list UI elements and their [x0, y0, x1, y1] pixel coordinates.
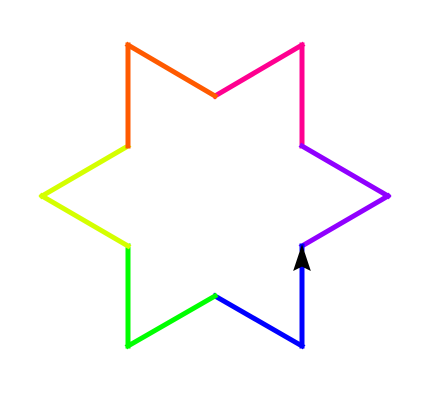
segment-magenta-outer	[211, 41, 306, 100]
segment-violet-outer	[298, 142, 392, 200]
turtle-arrow-icon	[293, 244, 311, 271]
segment-orange-inner	[124, 41, 219, 100]
segment-violet-inner	[298, 192, 392, 250]
segment-green-outer	[124, 292, 219, 350]
segment-blue-inner	[211, 292, 306, 350]
star-segments	[38, 41, 392, 350]
segment-yellow-inner	[38, 142, 132, 200]
segment-yellow-outer	[38, 192, 132, 250]
